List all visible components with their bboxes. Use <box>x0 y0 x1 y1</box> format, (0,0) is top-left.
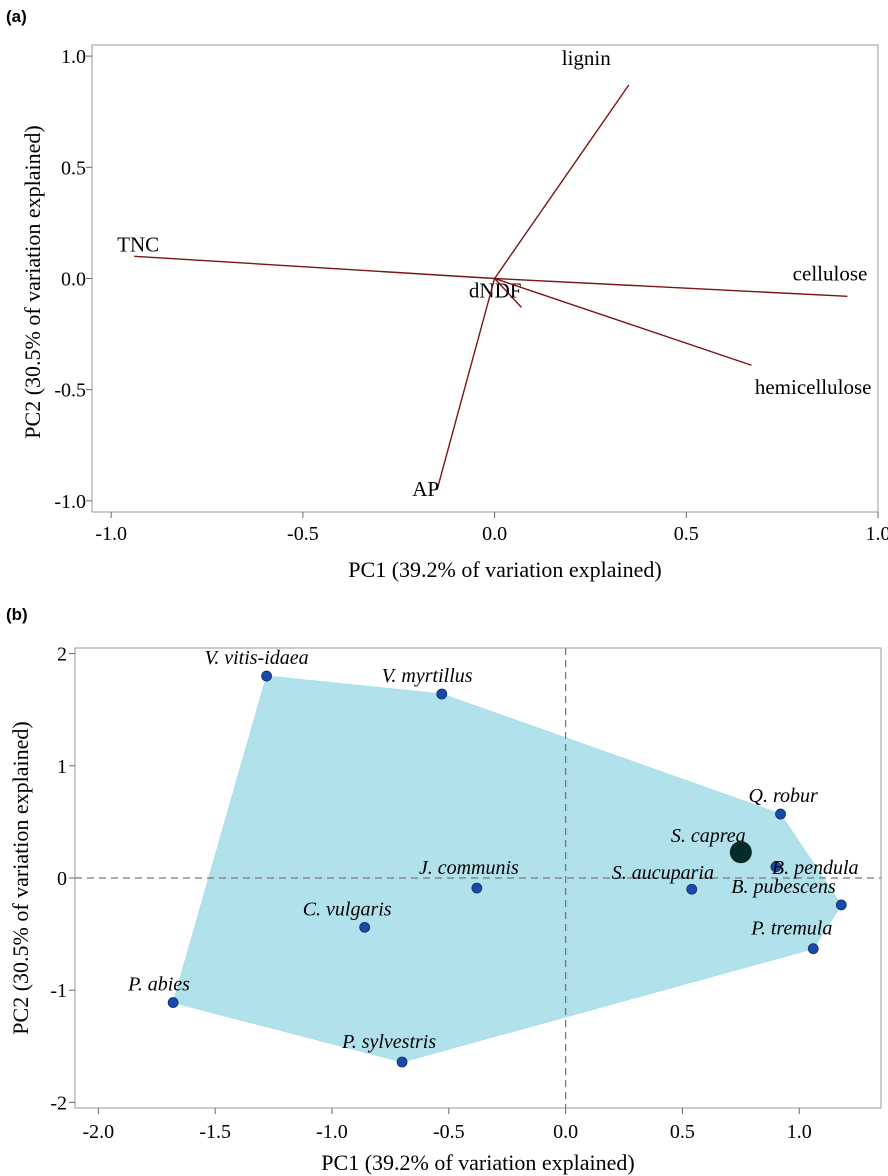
loading-label-ap: AP <box>412 477 439 501</box>
panel-b-y-tick-label: -2 <box>50 1092 67 1114</box>
panel-a-y-tick-label: -1.0 <box>54 491 86 513</box>
panel-b-ticks: -2.0 -1.5 -1.0 -0.5 0.0 0.5 1.0 -2 -1 0 1 2 <box>50 644 811 1143</box>
loading-label-hemicellulose: hemicellulose <box>755 375 872 399</box>
panel-b-x-tick-label: -1.5 <box>199 1121 231 1143</box>
point-label-c-vulgaris: C. vulgaris <box>303 898 392 920</box>
panel-a-y-tick-label: 0.5 <box>61 157 86 179</box>
panel-a-y-tick-label: 1.0 <box>61 46 86 68</box>
panel-a-label: (a) <box>6 7 27 26</box>
point-label-j-communis: J. communis <box>419 857 519 879</box>
point-b-pendula <box>770 861 782 873</box>
panel-a-y-tick-label: 0.0 <box>61 269 86 291</box>
panel-a: (a) -1.0 -0.5 0.0 0.5 1.0 -1.0 -0.5 0.0 0.5 1.0 l… <box>6 7 888 582</box>
point-label-b-pendula: B. pendula <box>772 857 859 879</box>
point-label-p-abies: P. abies <box>127 974 190 996</box>
point-q-robur <box>775 808 786 820</box>
panel-b-y-axis-label: PC2 (30.5% of variation explained) <box>8 721 33 1034</box>
hull-polygon <box>172 675 842 1063</box>
panel-a-x-tick-label: 0.5 <box>674 523 699 545</box>
point-label-s-aucuparia: S. aucuparia <box>612 862 714 884</box>
point-j-communis <box>471 882 483 894</box>
panel-b-x-tick-label: 0.5 <box>670 1121 695 1143</box>
panel-b-y-tick-label: 1 <box>57 756 67 778</box>
loading-vector-tnc <box>134 255 495 280</box>
panel-a-y-axis-label: PC2 (30.5% of variation explained) <box>20 125 45 438</box>
panel-b-x-tick-label: -2.0 <box>83 1121 115 1143</box>
loading-vector-cellulose <box>494 277 848 297</box>
point-p-abies <box>167 997 179 1008</box>
panel-b-convex-hull <box>172 675 842 1063</box>
panel-b-y-tick-label: 2 <box>57 644 67 666</box>
loading-label-lignin: lignin <box>562 46 612 70</box>
panel-b-label: (b) <box>6 605 28 624</box>
panel-a-y-tick-label: -0.5 <box>54 380 86 402</box>
loading-label-cellulose: cellulose <box>793 261 868 285</box>
panel-b-y-tick-label: 0 <box>57 868 67 890</box>
panel-b: (b) -2.0 -1.5 -1.0 -0.5 0.0 0.5 1.0 -2 -1 0 1 2 V. … <box>6 605 882 1175</box>
point-label-p-sylvestris: P. sylvestris <box>341 1031 436 1053</box>
point-b-pubescens <box>835 899 847 911</box>
point-p-tremula <box>807 943 819 955</box>
loading-vector-dndf <box>494 278 522 308</box>
point-v-vitis-idaea <box>261 670 272 682</box>
point-label-b-pubescens: B. pubescens <box>731 876 836 898</box>
loading-vector-ap <box>436 278 496 490</box>
panel-a-ticks: -1.0 -0.5 0.0 0.5 1.0 -1.0 -0.5 0.0 0.5 1.0 <box>54 46 888 545</box>
loading-vector-hemicellulose <box>494 277 752 366</box>
panel-b-x-tick-label: 1.0 <box>787 1121 812 1143</box>
point-s-aucuparia <box>686 883 698 895</box>
panel-a-loading-vectors: lignin TNC cellulose dNDF hemicellulose AP <box>117 46 871 501</box>
point-c-vulgaris <box>359 921 371 933</box>
panel-a-x-tick-label: -0.5 <box>287 523 319 545</box>
point-label-p-tremula: P. tremula <box>750 918 832 940</box>
panel-b-x-tick-label: 0.0 <box>553 1121 578 1143</box>
point-label-v-vitis-idaea: V. vitis-idaea <box>205 647 309 669</box>
panel-b-y-tick-label: -1 <box>50 980 67 1002</box>
point-label-s-caprea: S. caprea <box>671 825 746 847</box>
panel-a-x-tick-label: 0.0 <box>482 523 507 545</box>
loading-label-tnc: TNC <box>117 232 159 256</box>
panel-a-x-tick-label: 1.0 <box>866 523 888 545</box>
point-label-v-myrtillus: V. myrtillus <box>382 665 473 687</box>
point-label-q-robur: Q. robur <box>749 785 818 807</box>
panel-b-x-axis-label: PC1 (39.2% of variation explained) <box>321 1150 634 1175</box>
point-p-sylvestris <box>396 1056 408 1068</box>
point-v-myrtillus <box>436 688 448 700</box>
panel-a-x-tick-label: -1.0 <box>95 523 127 545</box>
panel-a-x-axis-label: PC1 (39.2% of variation explained) <box>348 557 661 582</box>
loading-label-dndf: dNDF <box>469 278 522 302</box>
panel-b-x-tick-label: -0.5 <box>433 1121 465 1143</box>
panel-b-x-tick-label: -1.0 <box>316 1121 348 1143</box>
loading-vector-lignin <box>494 84 630 279</box>
centroid-marker <box>729 841 752 864</box>
